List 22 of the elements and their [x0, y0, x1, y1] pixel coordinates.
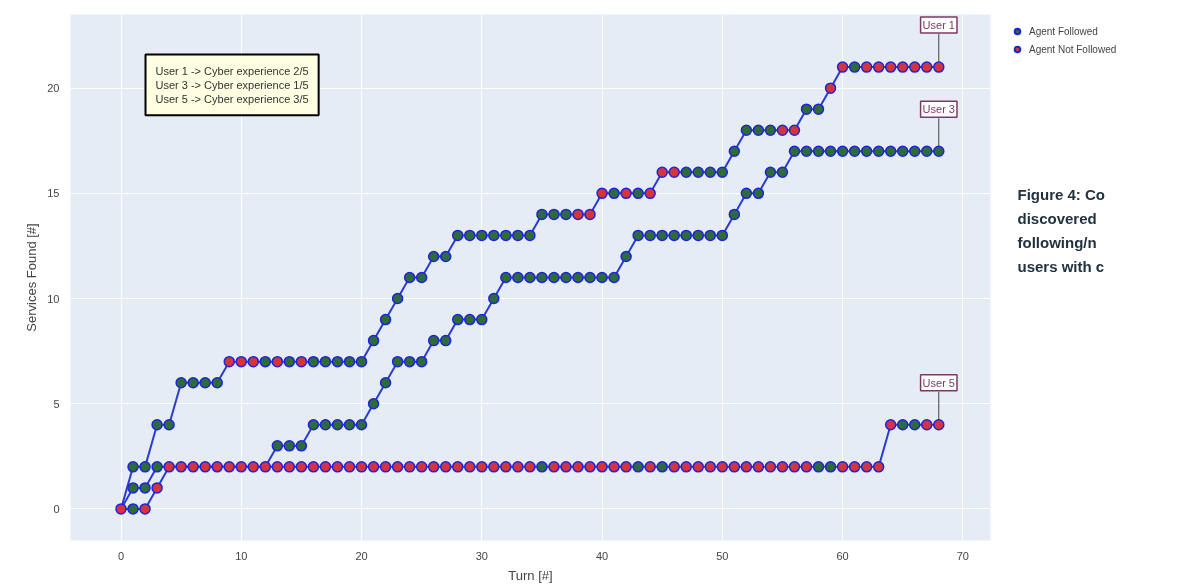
x-tick-label: 0	[117, 549, 125, 562]
y-tick-label: 15	[47, 187, 60, 200]
text: User 3	[922, 103, 955, 116]
legend-label: Agent Not Followed	[1029, 43, 1117, 55]
x-tick-label: 20	[355, 549, 368, 562]
text: User 1	[922, 19, 955, 32]
x-tick-label: 10	[235, 549, 248, 562]
y-tick-label: 10	[47, 292, 60, 305]
x-tick-label: 40	[595, 549, 609, 562]
y-tick-label: 5	[53, 397, 60, 410]
text: User 5	[922, 376, 955, 389]
annotation: User 1 -> Cyber experience 2/5 User 3 -> Cyber experience 1/5 User 5 -> Cyber experience 3/5	[155, 64, 309, 106]
legend-label: Agent Followed	[1029, 25, 1098, 37]
x-axis-title: Turn [#]	[508, 567, 553, 583]
x-tick-label: 50	[716, 549, 729, 562]
y-axis-title: Services Found [#]	[24, 223, 40, 332]
x-tick-label: 70	[956, 549, 969, 562]
y-tick-label: 20	[47, 82, 60, 95]
y-tick-label: 0	[53, 502, 60, 515]
x-tick-label: 60	[836, 549, 849, 562]
x-tick-label: 30	[475, 549, 488, 562]
caption: Figure 4: Co discovered following/n users with c	[1017, 186, 1106, 275]
